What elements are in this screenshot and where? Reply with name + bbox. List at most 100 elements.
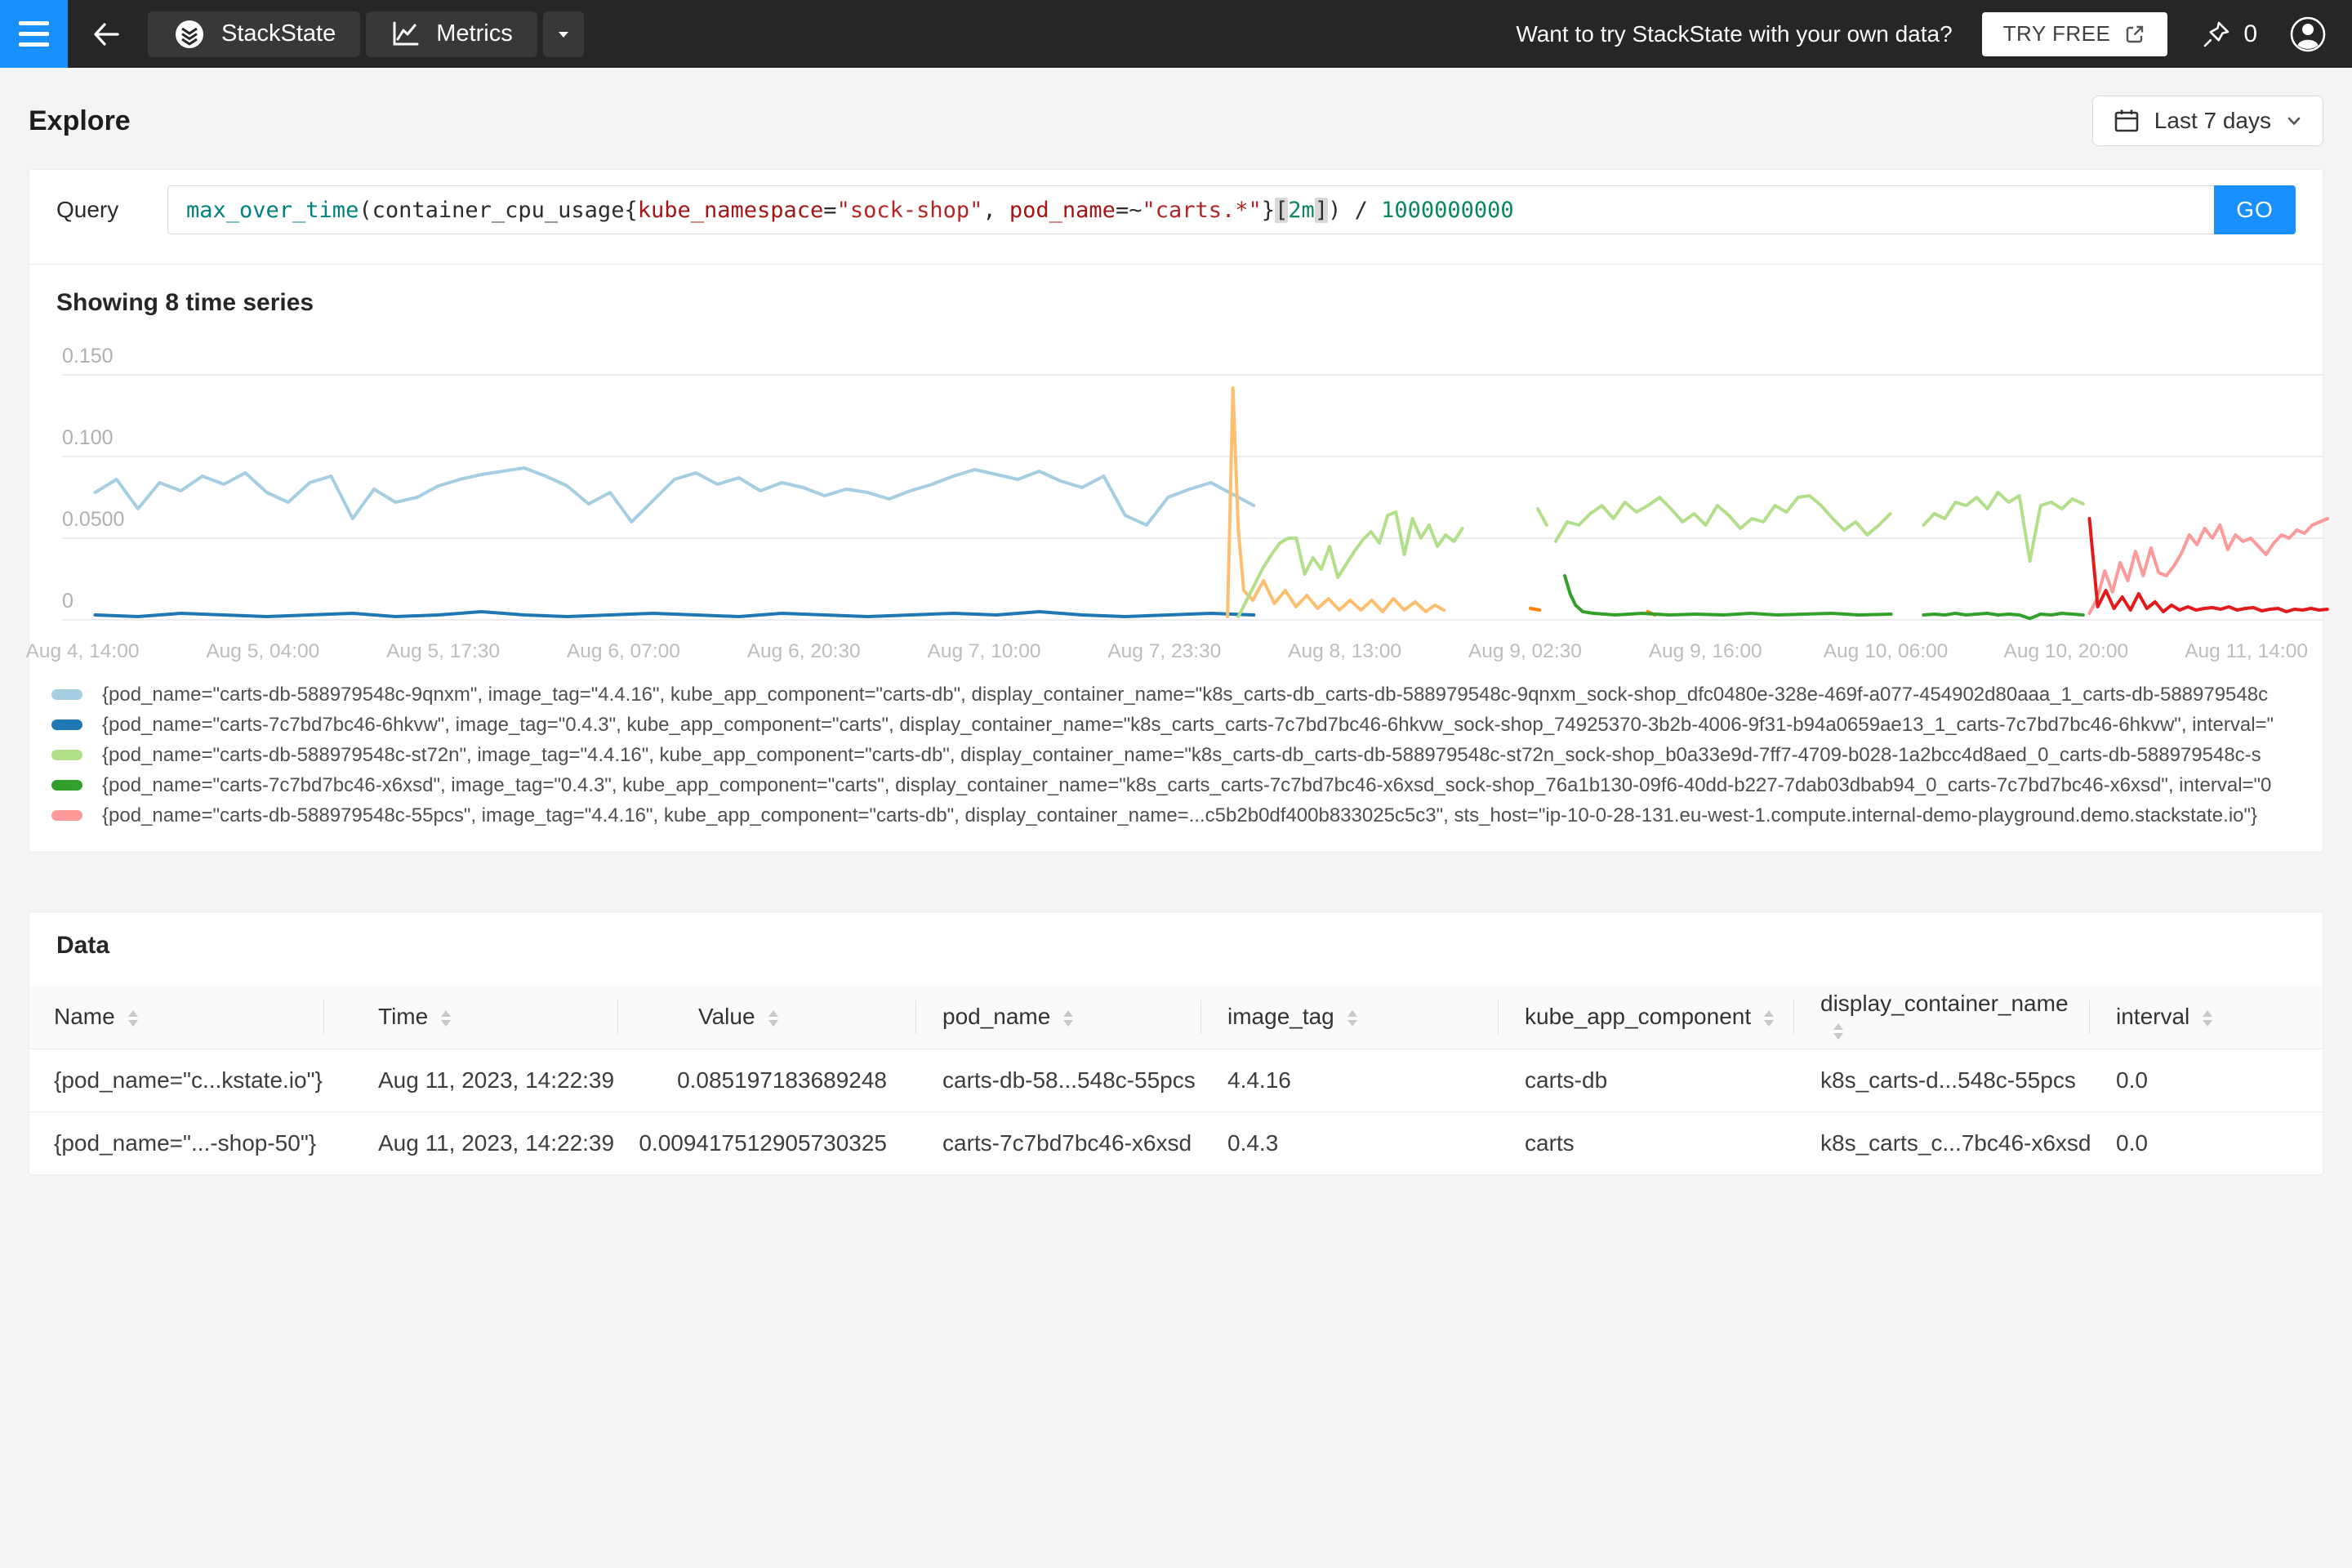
x-tick-label: Aug 5, 04:00 [206,640,319,662]
query-label: Query [56,197,119,222]
column-header-interval[interactable]: interval [2090,986,2323,1049]
query-token: ) [1328,197,1342,223]
query-token: "sock-shop" [836,197,983,223]
x-tick-label: Aug 4, 14:00 [26,640,140,662]
cell-image-tag: 0.4.3 [1201,1111,1499,1174]
cell-time: Aug 11, 2023, 14:22:39 [324,1048,618,1111]
series-line-carts-db-588979548c-55pcs [2087,517,2330,615]
hamburger-menu-button[interactable] [0,0,68,68]
user-avatar-button[interactable] [2288,15,2328,54]
tab-stackstate-label: StackState [221,20,336,47]
series-line-unlabeled-dark-orange [1529,607,1542,612]
query-token: { [624,197,638,223]
cell-name: {pod_name="c...kstate.io"} [29,1048,324,1111]
series-line-carts-7c7bd7bc46-x6xsd [1922,612,2085,621]
column-header-label: kube_app_component [1525,1004,1752,1030]
column-header-display-container-name[interactable]: display_container_name [1794,986,2090,1049]
section-divider [29,264,2323,265]
sort-icon [1764,1009,1775,1027]
query-chart-panel: Query max_over_time(container_cpu_usage{… [26,169,2330,853]
pinned-items-button[interactable]: 0 [2202,20,2257,49]
cell-pod-name: carts-7c7bd7bc46-x6xsd [916,1111,1201,1174]
legend-label: {pod_name="carts-7c7bd7bc46-x6xsd", imag… [102,773,2272,796]
legend-item[interactable]: {pod_name="carts-db-588979548c-9qnxm", i… [51,679,2296,710]
legend-item[interactable]: {pod_name="carts-db-588979548c-55pcs", i… [51,800,2296,831]
cell-name: {pod_name="...-shop-50"} [29,1111,324,1174]
y-tick-label: 0.0500 [62,508,124,531]
legend-label: {pod_name="carts-db-588979548c-55pcs", i… [102,804,2258,826]
column-header-name[interactable]: Name [29,986,324,1049]
x-tick-label: Aug 9, 16:00 [1649,640,1762,662]
x-tick-label: Aug 10, 20:00 [2004,640,2129,662]
page-title: Explore [29,105,131,136]
sort-icon [127,1009,138,1027]
query-token: , [982,197,1009,223]
series-line-carts-db-588979548c-st72n [1236,510,1464,618]
x-tick-label: Aug 9, 02:30 [1468,640,1582,662]
query-token: / [1341,197,1382,223]
go-button[interactable]: GO [2214,185,2296,234]
tab-metrics-label: Metrics [436,20,513,47]
series-line-carts-db-588979548c-9qnxm [93,466,1256,527]
column-header-image-tag[interactable]: image_tag [1201,986,1499,1049]
try-free-button[interactable]: TRY FREE [1981,11,2168,56]
series-line-carts-db-588979548c-st72n [1922,491,2085,563]
back-button[interactable] [87,16,125,53]
legend-item[interactable]: {pod_name="carts-db-588979548c-st72n", i… [51,740,2296,770]
chart-title: Showing 8 time series [56,289,314,316]
series-line-carts-db-588979548c-st72n [1535,507,1548,527]
legend-item[interactable]: {pod_name="carts-7c7bd7bc46-x6xsd", imag… [51,770,2296,800]
sort-icon [2203,1009,2213,1027]
table-header-row: Name Time Value pod_name image_tag kube_app_c… [29,986,2323,1049]
tab-metrics[interactable]: Metrics [366,11,537,57]
x-tick-label: Aug 6, 07:00 [567,640,680,662]
sort-icon [441,1009,452,1027]
back-arrow-icon [94,22,119,46]
timeseries-chart[interactable]: 0.150 0.100 0.0500 0 Aug 4, 14:00 Aug 5, 04:0… [26,336,2330,671]
query-token: 1000000000 [1381,197,1514,223]
time-range-selector[interactable]: Last 7 days [2091,96,2323,146]
x-tick-label: Aug 5, 17:30 [386,640,500,662]
y-tick-label: 0.150 [62,345,114,368]
cell-value: 0.085197183689248 [618,1048,916,1111]
column-header-kube-app-component[interactable]: kube_app_component [1499,986,1794,1049]
x-tick-label: Aug 7, 10:00 [928,640,1041,662]
cell-kube-app-component: carts [1499,1111,1794,1174]
stackstate-logo [176,20,203,48]
external-link-icon [2127,25,2144,42]
y-tick-label: 0.100 [62,426,114,449]
cell-interval: 0.0 [2090,1111,2323,1174]
column-header-label: pod_name [942,1004,1051,1030]
query-token: 2m [1288,197,1315,223]
legend-swatch [51,750,82,760]
column-header-value[interactable]: Value [618,986,916,1049]
series-line-unlabeled-red [2087,517,2329,613]
promo-text: Want to try StackState with your own dat… [1516,20,1953,47]
cell-value: 0.009417512905730325 [618,1111,916,1174]
try-free-label: TRY FREE [2002,21,2111,46]
query-input[interactable]: max_over_time(container_cpu_usage{kube_n… [167,185,2214,234]
cell-display-container-name: k8s_carts-d...548c-55pcs [1794,1048,2090,1111]
cell-image-tag: 4.4.16 [1201,1048,1499,1111]
sort-icon [768,1009,778,1027]
data-panel: Data Name Time Value pod_name image_tag kube_… [29,911,2323,1175]
table-row[interactable]: {pod_name="...-shop-50"} Aug 11, 2023, 14… [29,1111,2323,1174]
legend-item[interactable]: {pod_name="carts-7c7bd7bc46-6hkvw", imag… [51,710,2296,740]
legend-label: {pod_name="carts-db-588979548c-9qnxm", i… [102,683,2269,706]
tab-stackstate[interactable]: StackState [148,11,361,57]
time-range-label: Last 7 days [2154,108,2271,133]
chevron-down-icon [2287,117,2301,125]
data-panel-title: Data [56,932,110,959]
legend-label: {pod_name="carts-db-588979548c-st72n", i… [102,743,2261,766]
series-line-unlabeled-light-orange [1226,386,1446,618]
y-tick-label: 0 [62,590,74,612]
series-line-carts-db-588979548c-st72n [1553,494,1892,543]
column-header-pod-name[interactable]: pod_name [916,986,1201,1049]
results-table: Name Time Value pod_name image_tag kube_app_c… [29,986,2323,1174]
cell-display-container-name: k8s_carts_c...7bc46-x6xsd [1794,1111,2090,1174]
x-tick-label: Aug 6, 20:30 [747,640,861,662]
table-row[interactable]: {pod_name="c...kstate.io"} Aug 11, 2023, … [29,1048,2323,1111]
column-header-time[interactable]: Time [324,986,618,1049]
tab-dropdown-button[interactable] [542,11,584,57]
legend-swatch [51,780,82,791]
